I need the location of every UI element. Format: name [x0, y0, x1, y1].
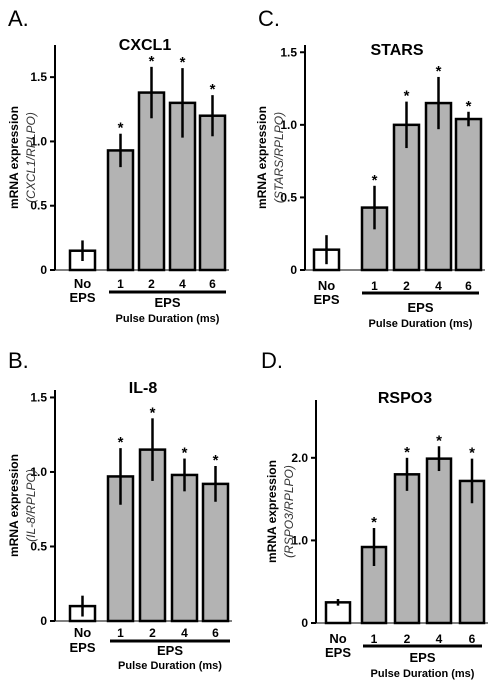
- y-tick-label: 0: [40, 263, 47, 277]
- bar-6: [201, 482, 230, 623]
- control-label-line2: EPS: [325, 645, 351, 660]
- x-tick-label: 1: [371, 632, 378, 646]
- x-tick-label: 4: [436, 632, 443, 646]
- significance-star: *: [180, 54, 186, 71]
- group-label: EPS: [407, 300, 433, 315]
- control-label-line2: EPS: [69, 290, 95, 305]
- y-axis-label: mRNA expression: [7, 454, 21, 557]
- y-tick-label: 0.5: [30, 539, 47, 553]
- y-axis-label: mRNA expression: [255, 106, 269, 209]
- control-label-line1: No: [318, 278, 335, 293]
- bar-6: [198, 114, 227, 272]
- x-tick-label: 6: [209, 277, 216, 291]
- group-label: EPS: [154, 295, 180, 310]
- significance-star: *: [466, 98, 472, 115]
- significance-star: *: [372, 172, 378, 189]
- group-sublabel: Pulse Duration (ms): [371, 668, 475, 680]
- control-label-line2: EPS: [69, 640, 95, 655]
- chart-panel-il-8: B. IL-8 0 0.5 1.0 1.5 mRNA expression (IL-8/RPL…: [7, 348, 232, 672]
- bar-4: [170, 473, 199, 623]
- y-axis-sublabel: (IL-8/RPLPO): [24, 469, 38, 542]
- y-axis-sublabel: (CXCL1/RPLPO): [24, 112, 38, 203]
- chart-title: CXCL1: [119, 37, 172, 54]
- significance-star: *: [118, 120, 124, 137]
- bar-1: [106, 149, 135, 272]
- x-tick-label: 2: [149, 626, 156, 640]
- panel-letter: B.: [8, 348, 29, 373]
- y-axis-sublabel: (STARS/RPLPO): [272, 112, 286, 203]
- significance-star: *: [150, 404, 156, 421]
- significance-star: *: [404, 88, 410, 105]
- y-tick-label: 1.0: [30, 465, 47, 479]
- x-tick-label: 2: [404, 632, 411, 646]
- panel-letter: A.: [8, 6, 29, 31]
- significance-star: *: [404, 444, 410, 461]
- y-axis-label: mRNA expression: [7, 106, 21, 209]
- x-tick-label: 1: [371, 279, 378, 293]
- y-tick-label: 1.5: [30, 70, 47, 84]
- x-tick-label: 1: [117, 626, 124, 640]
- panel-letter: D.: [261, 348, 283, 373]
- y-axis-label: mRNA expression: [265, 460, 279, 563]
- control-label-line2: EPS: [313, 292, 339, 307]
- significance-star: *: [436, 63, 442, 80]
- significance-star: *: [182, 445, 188, 462]
- x-tick-label: 1: [117, 277, 124, 291]
- significance-star: *: [371, 514, 377, 531]
- control-label-line1: No: [329, 631, 346, 646]
- control-label-line1: No: [74, 625, 91, 640]
- y-tick-label: 1.5: [30, 390, 47, 404]
- x-tick-label: 2: [403, 279, 410, 293]
- significance-star: *: [118, 434, 124, 451]
- x-tick-label: 6: [465, 279, 472, 293]
- y-tick-label: 2.0: [291, 451, 308, 465]
- y-tick-label: 1.5: [280, 45, 297, 59]
- bar-4: [425, 457, 453, 625]
- significance-star: *: [469, 445, 475, 462]
- x-tick-label: 4: [179, 277, 186, 291]
- y-tick-label: 0: [301, 616, 308, 630]
- group-sublabel: Pulse Duration (ms): [116, 313, 220, 325]
- bar-2: [393, 473, 421, 625]
- chart-panel-stars: C. STARS 0 0.5 1.0 1.5 mRNA expression (STARS/R…: [255, 6, 485, 330]
- x-tick-label: 6: [469, 632, 476, 646]
- y-tick-label: 1.0: [30, 134, 47, 148]
- significance-star: *: [149, 53, 155, 70]
- significance-star: *: [436, 432, 442, 449]
- y-tick-label: 0.5: [280, 190, 297, 204]
- chart-panel-cxcl1: A. CXCL1 0 0.5 1.0 1.5 mRNA expression (CXCL1/R…: [7, 6, 229, 325]
- group-label: EPS: [409, 650, 435, 665]
- significance-star: *: [213, 452, 219, 469]
- chart-panel-rspo3: D. RSPO3 0 1.0 2.0 mRNA expression (RSPO3/RPLP…: [261, 348, 488, 680]
- x-tick-label: 4: [435, 279, 442, 293]
- y-tick-label: 1.0: [280, 118, 297, 132]
- chart-title: RSPO3: [378, 390, 432, 407]
- group-label: EPS: [157, 643, 183, 658]
- panel-letter: C.: [258, 6, 280, 31]
- y-tick-label: 0.5: [30, 199, 47, 213]
- control-label-line1: No: [74, 276, 91, 291]
- y-axis-sublabel: (RSPO3/RPLPO): [282, 465, 296, 558]
- bar-2: [137, 91, 166, 272]
- x-tick-label: 6: [212, 626, 219, 640]
- chart-title: IL-8: [129, 380, 158, 397]
- group-sublabel: Pulse Duration (ms): [118, 660, 222, 672]
- significance-star: *: [210, 81, 216, 98]
- y-tick-label: 0: [290, 263, 297, 277]
- bar-6: [454, 117, 483, 272]
- y-tick-label: 1.0: [291, 533, 308, 547]
- x-tick-label: 2: [148, 277, 155, 291]
- group-sublabel: Pulse Duration (ms): [369, 318, 473, 330]
- y-tick-label: 0: [40, 614, 47, 628]
- x-tick-label: 4: [181, 626, 188, 640]
- chart-title: STARS: [370, 42, 423, 59]
